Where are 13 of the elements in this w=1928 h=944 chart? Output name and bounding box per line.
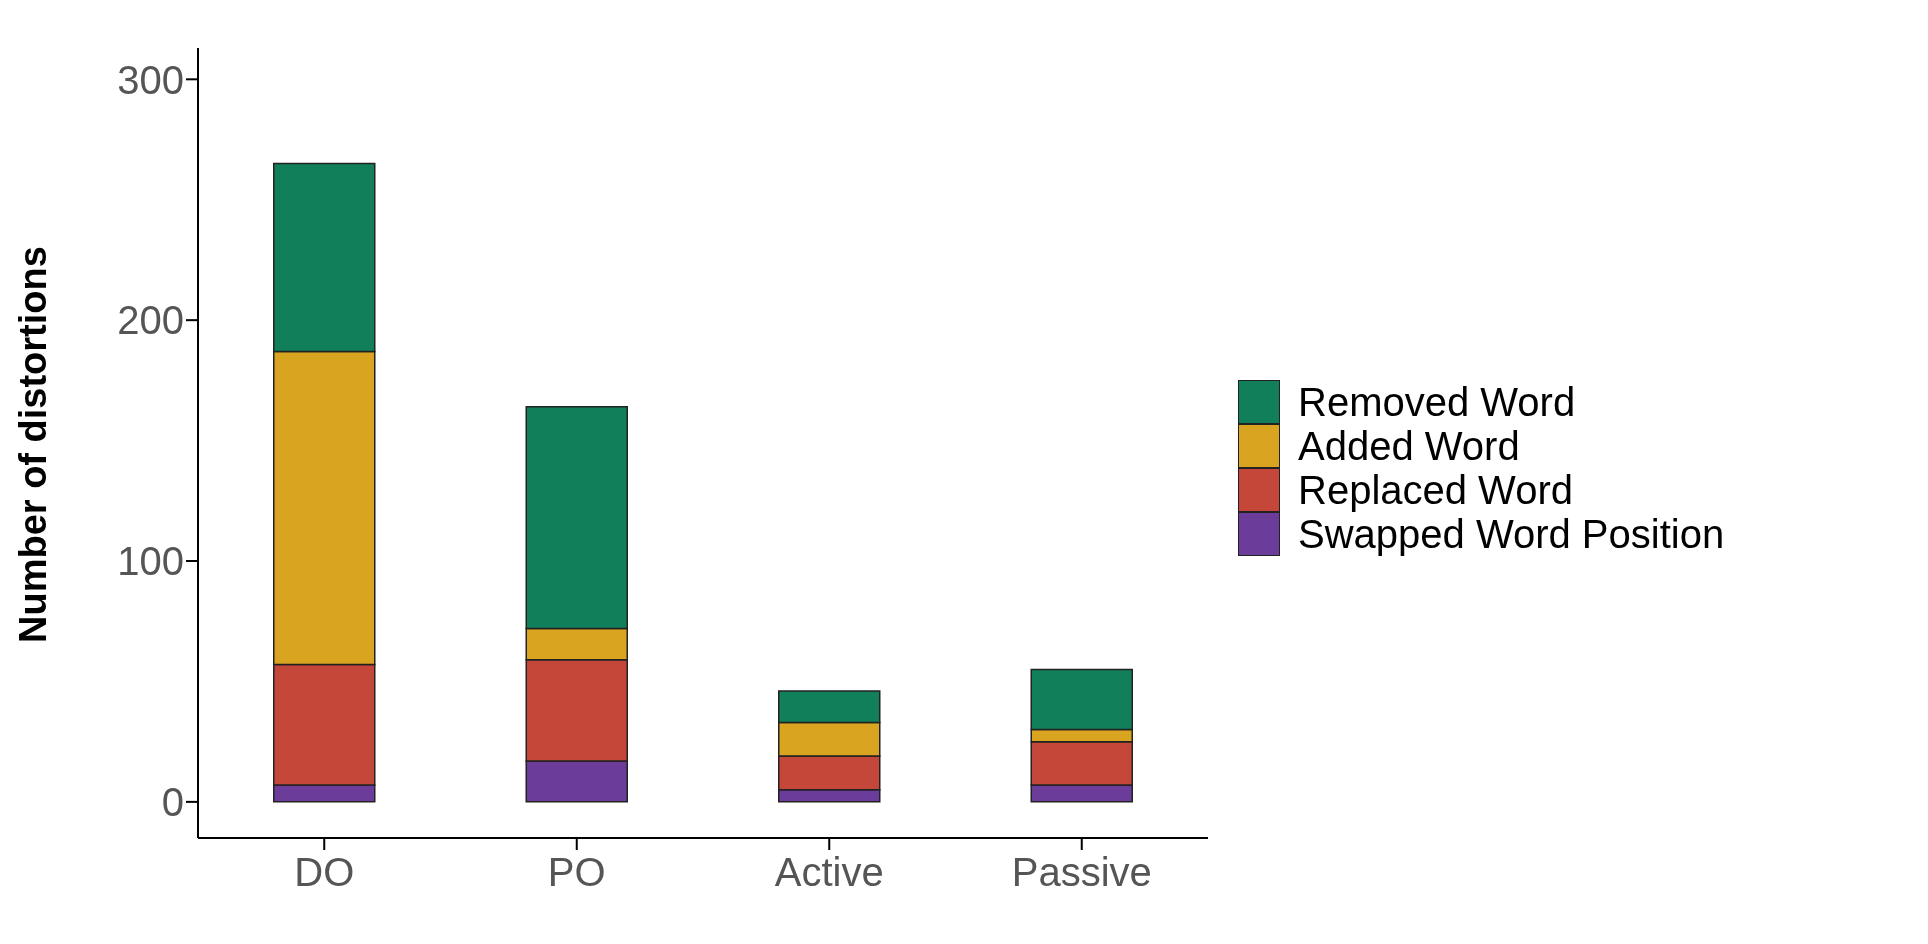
y-tick-label: 100 bbox=[117, 539, 184, 584]
x-tick-label: PO bbox=[547, 850, 606, 895]
legend-label: Swapped Word Position bbox=[1298, 512, 1725, 556]
x-tick-label: Passive bbox=[1011, 850, 1152, 895]
y-tick-label: 200 bbox=[117, 298, 184, 343]
legend-label: Removed Word bbox=[1298, 380, 1576, 424]
y-tick-label: 0 bbox=[161, 780, 184, 825]
legend-label: Replaced Word bbox=[1298, 468, 1573, 512]
y-tick-label: 300 bbox=[117, 57, 184, 102]
x-tick-label: Active bbox=[774, 850, 884, 895]
y-axis-title: Number of distortions bbox=[12, 246, 55, 643]
x-tick-label: DO bbox=[294, 850, 355, 895]
legend-label: Added Word bbox=[1298, 424, 1520, 468]
